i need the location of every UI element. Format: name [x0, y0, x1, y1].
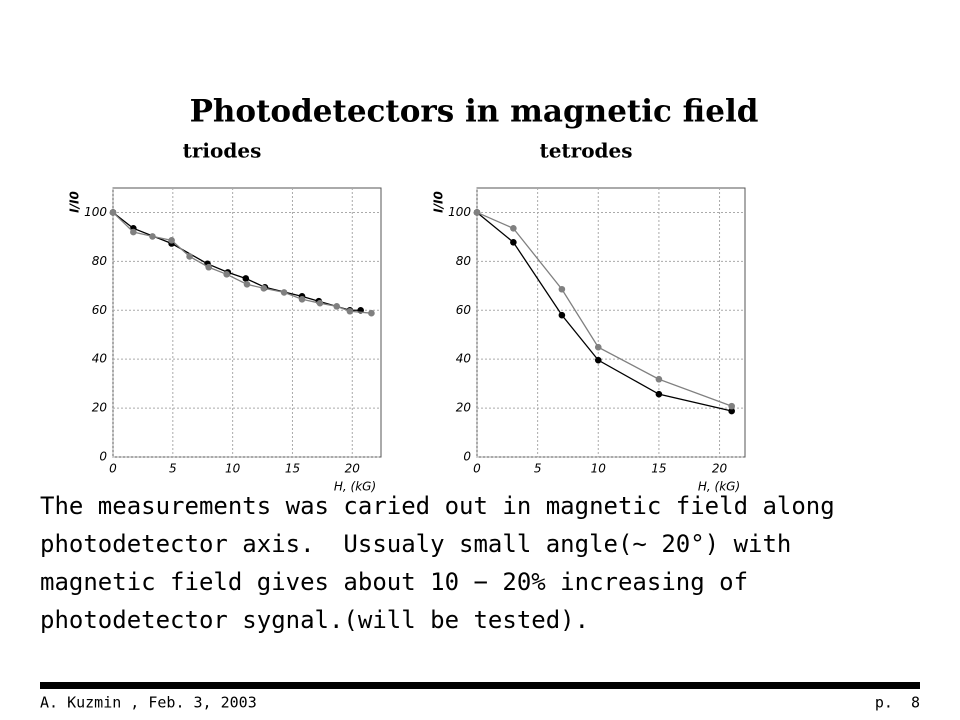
data-point [109, 209, 117, 216]
x-tick-label: 5 [169, 462, 177, 476]
y-tick-label: 20 [92, 401, 108, 415]
data-point [346, 307, 354, 315]
data-point [316, 299, 324, 307]
data-point [333, 303, 341, 310]
series-line [476, 211, 732, 412]
slide-title: Photodetectors in magnetic field [190, 94, 759, 130]
body-line: photodetector sygnal.(will be tested). [40, 606, 589, 634]
x-axis-label: H, (kG) [698, 480, 740, 494]
data-point [594, 356, 602, 364]
data-point [728, 407, 735, 415]
x-tick-label: 10 [591, 462, 607, 476]
footer-author: A. Kuzmin , Feb. 3, 2003 [40, 694, 257, 712]
chart-title: triodes [183, 139, 262, 163]
y-tick-label: 60 [456, 303, 472, 317]
data-point [149, 233, 156, 240]
x-tick-label: 10 [225, 462, 241, 476]
chart-title: tetrodes [539, 139, 632, 163]
data-point [510, 225, 517, 232]
y-tick-label: 80 [92, 254, 108, 268]
body-line: photodetector axis. Ussualy small angle(… [40, 530, 791, 558]
body-text: The measurements was caried out in magne… [40, 492, 835, 634]
y-axis-label: I/I0 [68, 191, 82, 213]
data-point [298, 295, 306, 303]
y-tick-label: 20 [456, 401, 472, 415]
y-tick-label: 40 [456, 352, 472, 366]
data-point [243, 281, 251, 288]
x-tick-label: 0 [473, 462, 481, 476]
y-axis-label: I/I0 [432, 191, 446, 213]
footer-page: p. 8 [875, 694, 920, 712]
x-tick-label: 0 [109, 462, 117, 476]
data-point [280, 289, 288, 296]
data-point [168, 237, 175, 244]
y-tick-label: 100 [448, 205, 471, 219]
data-point [242, 275, 250, 282]
y-tick-label: 80 [456, 254, 472, 268]
data-point [205, 263, 213, 271]
data-point [728, 402, 735, 410]
x-tick-label: 5 [534, 462, 542, 476]
data-point [223, 271, 230, 278]
y-tick-label: 0 [99, 450, 107, 464]
x-tick-label: 20 [345, 462, 361, 476]
series-line [476, 211, 732, 407]
y-tick-label: 100 [84, 205, 107, 219]
data-point [655, 390, 663, 398]
data-point [594, 343, 602, 351]
x-tick-label: 15 [285, 462, 300, 476]
data-point [655, 375, 663, 383]
x-tick-label: 20 [712, 462, 728, 476]
x-axis-label: H, (kG) [334, 480, 376, 494]
y-tick-label: 60 [92, 303, 108, 317]
data-point [510, 238, 517, 246]
data-point [186, 253, 193, 260]
body-line: magnetic field gives about 10 − 20% incr… [40, 568, 748, 596]
data-point [473, 209, 481, 216]
y-tick-label: 0 [463, 450, 471, 464]
body-line: The measurements was caried out in magne… [40, 492, 835, 520]
footer-bar [40, 682, 920, 689]
data-point [558, 311, 566, 319]
data-point [260, 284, 268, 292]
x-tick-label: 15 [651, 462, 666, 476]
data-point [368, 309, 375, 317]
y-tick-label: 40 [92, 352, 108, 366]
data-point [558, 285, 566, 293]
data-point [130, 228, 137, 236]
